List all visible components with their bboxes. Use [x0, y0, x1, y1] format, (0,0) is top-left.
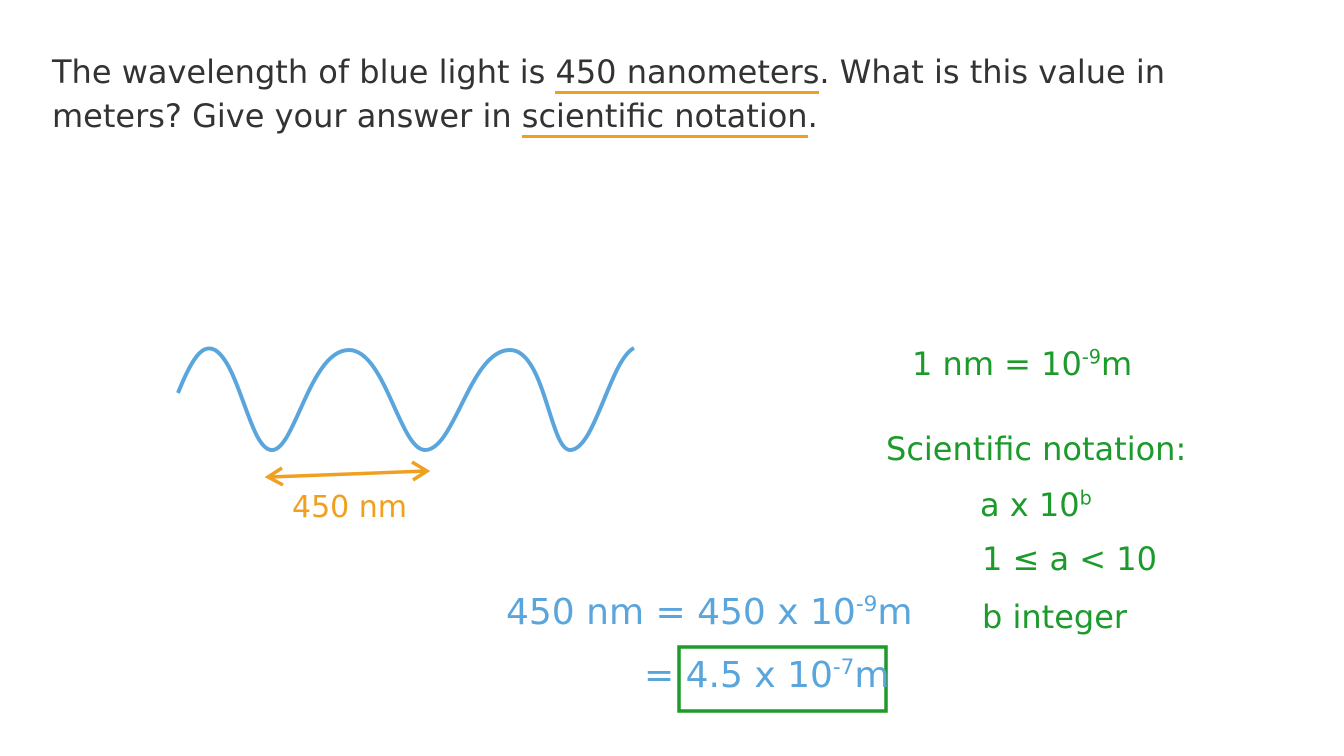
text: a x 10 [980, 486, 1080, 524]
text: 1 nm = 10 [912, 345, 1082, 383]
wave [176, 346, 636, 453]
text: 4.5 x 10 [685, 655, 833, 696]
text: m [1101, 345, 1133, 383]
question-line: The wavelength of blue light is 450 nano… [52, 50, 1165, 94]
question-line: meters? Give your answer in scientific n… [52, 94, 1165, 138]
arrow-head-right [411, 460, 431, 482]
text: . [807, 97, 818, 135]
work-line: = 4.5 x 10-7m [644, 655, 890, 696]
question: The wavelength of blue light is 450 nano… [52, 50, 1165, 138]
text: 450 nm [506, 592, 645, 633]
form: a x 10b [980, 486, 1092, 524]
notation-title: Scientific notation: [886, 430, 1187, 468]
text: 450 x 10 [697, 592, 856, 633]
work-line: 450 nm = 450 x 10-9m [506, 592, 912, 633]
arrow-line [269, 469, 427, 479]
arrow-head-left [264, 466, 284, 487]
text: meters? Give your answer in [52, 97, 512, 135]
highlight: scientific notation [521, 97, 808, 138]
condition: 1 ≤ a < 10 [982, 540, 1157, 578]
highlight: 450 nanometers [555, 53, 820, 94]
text: The wavelength of blue light is [52, 53, 546, 91]
conversion: 1 nm = 10-9m [912, 345, 1132, 383]
text: . What is this value in [819, 53, 1166, 91]
exponent: b [1079, 486, 1092, 510]
exponent: -9 [855, 592, 878, 617]
wavelength-label: 450 nm [292, 490, 408, 525]
exponent: -7 [832, 655, 855, 680]
text: = [644, 655, 675, 696]
text: m [877, 592, 913, 633]
text: m [854, 655, 890, 696]
exponent-rule: b integer [982, 598, 1128, 636]
exponent: -9 [1081, 345, 1101, 369]
text: = [655, 592, 686, 633]
answer-box [677, 645, 888, 713]
